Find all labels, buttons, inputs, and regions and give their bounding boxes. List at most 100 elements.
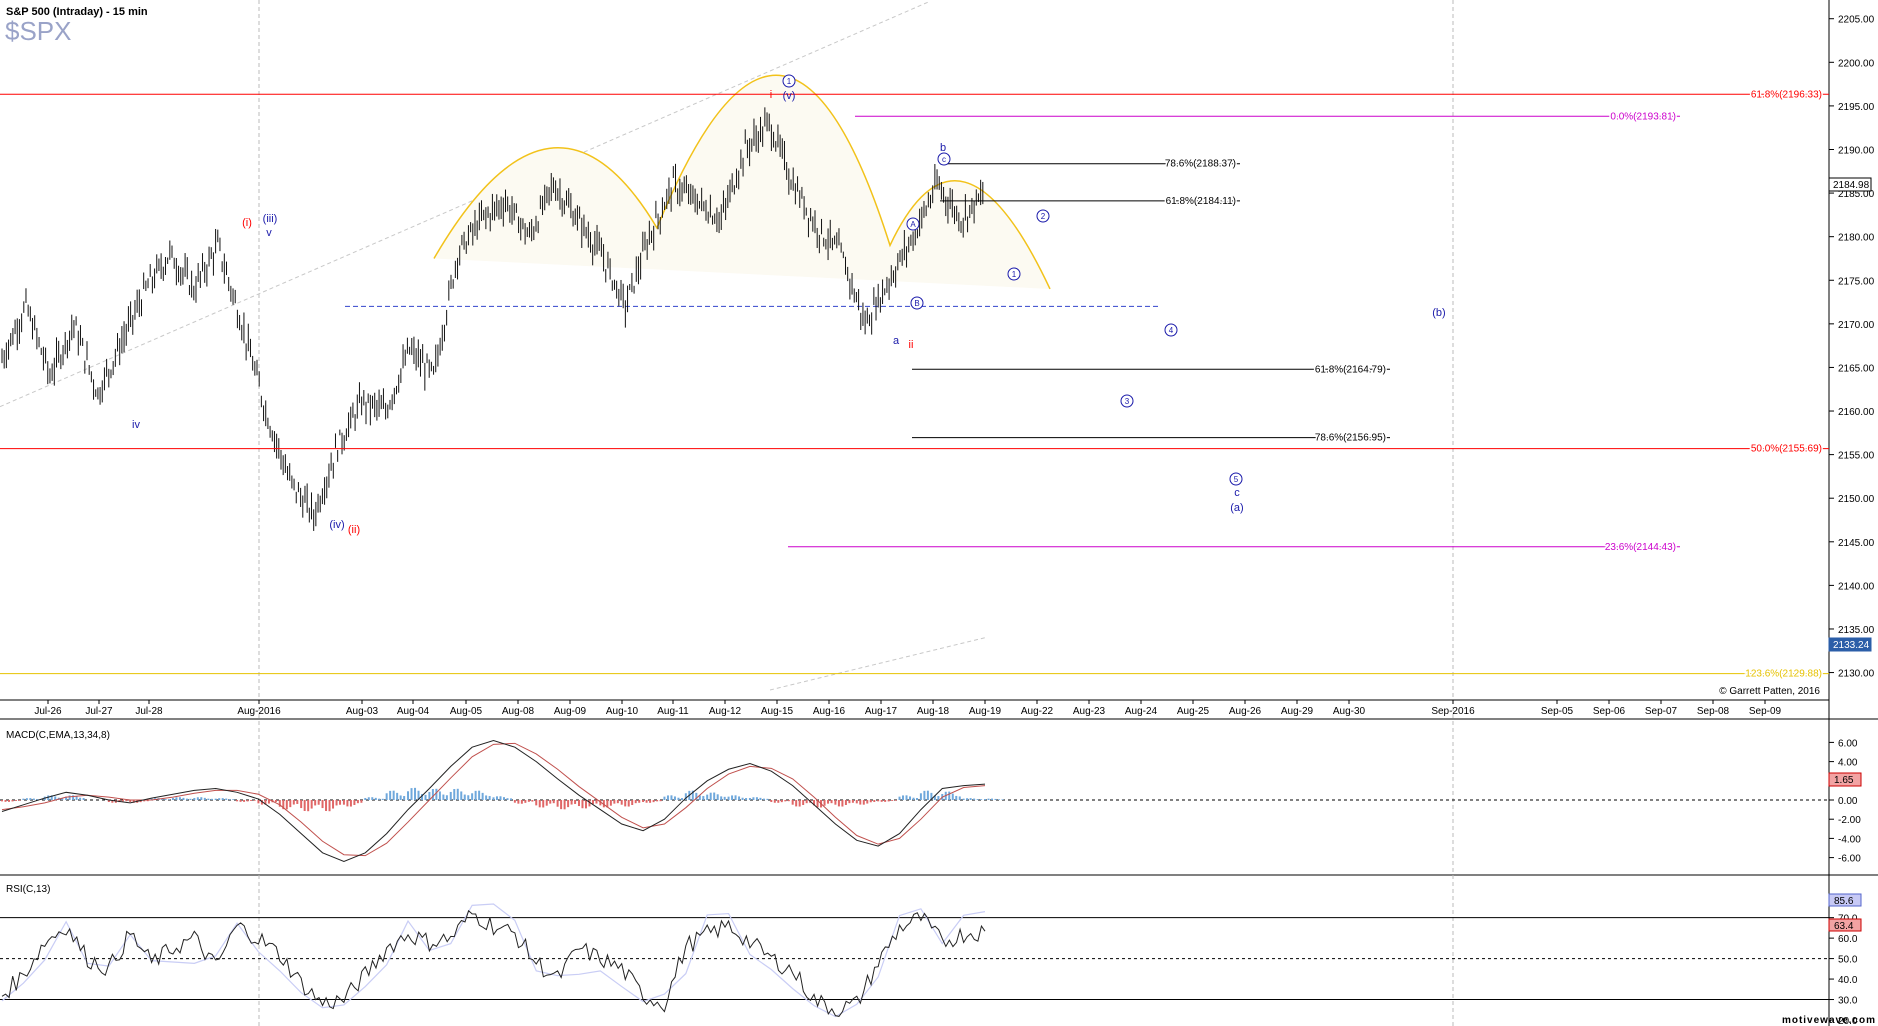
fib-level-label: 50.0%(2155.69) [1751, 444, 1822, 455]
rsi-tick-label: 50.0 [1838, 955, 1858, 966]
macd-line [1, 739, 986, 862]
rsi-last-value-marker: 63.4 [1828, 918, 1862, 932]
price-tick-label: 2145.00 [1838, 538, 1875, 549]
wave-label: 1 [1012, 270, 1017, 279]
macd-signal-line [1, 742, 986, 857]
lower-channel-trendline [769, 637, 986, 691]
price-tick-label: 2135.00 [1838, 625, 1875, 636]
date-tick-label: Aug-29 [1281, 706, 1314, 717]
date-tick-label: Sep-2016 [1431, 706, 1475, 717]
macd-tick-label: 0.00 [1838, 796, 1858, 807]
date-tick-label: Aug-24 [1125, 706, 1158, 717]
date-tick-label: Sep-08 [1697, 706, 1730, 717]
date-tick-label: Aug-09 [554, 706, 587, 717]
main-price-axis: 2205.00 2200.00 2195.00 2190.00 2185.00 2180.… [1829, 15, 1875, 680]
wave-label: c [1234, 487, 1240, 499]
wave-label: v [266, 227, 272, 239]
channel-trendlines [0, 0, 1160, 691]
price-tick-label: 2185.00 [1838, 189, 1875, 200]
wave-label: 1 [787, 77, 792, 86]
wave-label: (iv) [329, 519, 344, 531]
vertical-gridlines [258, 0, 1454, 1026]
rsi-title: RSI(C,13) [6, 884, 50, 895]
wave-label: B [914, 299, 919, 308]
rsi-tick-label: 30.0 [1838, 996, 1858, 1007]
upper-channel-trendline [0, 0, 931, 408]
wave-label: (b) [1432, 307, 1445, 319]
price-tick-label: 2175.00 [1838, 276, 1875, 287]
price-tick-label: 2150.00 [1838, 494, 1875, 505]
date-tick-label: Jul-28 [135, 706, 163, 717]
fib-level-label: 0.0%(2193.81) [1610, 111, 1676, 122]
date-tick-label: Aug-05 [450, 706, 483, 717]
date-tick-label: Aug-08 [502, 706, 535, 717]
date-tick-label: Aug-26 [1229, 706, 1262, 717]
wave-circle-marker [1120, 394, 1134, 408]
fib-level-label: 61.8%(2184.11) [1166, 196, 1236, 207]
wave-circle-marker [910, 296, 924, 310]
rsi-tick-label: 60.0 [1838, 934, 1858, 945]
price-tick-label: 2130.00 [1838, 669, 1875, 680]
last-price-marker: 2184.98 [1828, 177, 1872, 192]
macd-last-value-marker: 1.65 [1828, 772, 1862, 787]
price-bars [1, 107, 984, 531]
wave-label: A [910, 220, 916, 229]
macd-title: MACD(C,EMA,13,34,8) [6, 730, 110, 741]
date-tick-label: Sep-09 [1749, 706, 1782, 717]
fib-level-label: 61.8%(2196.33) [1751, 89, 1822, 100]
price-tick-label: 2180.00 [1838, 233, 1875, 244]
rsi-line [1, 909, 986, 1017]
wave-circle-marker [1164, 323, 1178, 337]
wave-label: c [942, 155, 946, 164]
shoulder-head-arc [433, 74, 1051, 290]
date-tick-label: Aug-12 [709, 706, 742, 717]
wave-circle-marker [906, 217, 920, 231]
rsi-envelope-line [1, 903, 986, 1018]
wave-label: (a) [1230, 502, 1243, 514]
rsi-tick-label: 40.0 [1838, 975, 1858, 986]
wave-label: iv [132, 419, 140, 431]
wave-circle-marker [1007, 267, 1021, 281]
copyright-text: © Garrett Patten, 2016 [1719, 686, 1820, 697]
price-tick-label: 2165.00 [1838, 363, 1875, 374]
date-tick-label: Aug-30 [1333, 706, 1366, 717]
wave-label: ii [909, 339, 914, 351]
watermark-text: motivewave.com [1782, 1015, 1876, 1026]
wave-label: i [770, 89, 772, 101]
fib-level-label: 23.6%(2144.43) [1605, 542, 1676, 553]
wave-circle-marker [782, 74, 796, 88]
price-tick-label: 2195.00 [1838, 102, 1875, 113]
chart-title: S&P 500 (Intraday) - 15 min [6, 6, 148, 18]
price-tick-label: 2160.00 [1838, 407, 1875, 418]
wave-circle-marker [937, 152, 951, 166]
wave-circle-marker [1229, 472, 1243, 486]
svg-text:1.65: 1.65 [1834, 775, 1854, 786]
svg-text:2184.98: 2184.98 [1833, 180, 1870, 191]
symbol-watermark: $SPX [5, 16, 72, 46]
date-tick-label: Aug-2016 [237, 706, 281, 717]
fib-level-label: 61.8%(2164.79) [1315, 364, 1386, 375]
secondary-price-marker: 2133.24 [1828, 637, 1872, 652]
svg-text:63.4: 63.4 [1834, 921, 1854, 932]
date-tick-label: Aug-23 [1073, 706, 1106, 717]
wave-label: 2 [1041, 212, 1046, 221]
date-tick-label: Sep-06 [1593, 706, 1626, 717]
wave-label: 4 [1169, 326, 1174, 335]
svg-text:2133.24: 2133.24 [1833, 640, 1870, 651]
price-tick-label: 2205.00 [1838, 15, 1875, 26]
date-tick-label: Aug-03 [346, 706, 379, 717]
fib-level-label: 78.6%(2156.95) [1315, 433, 1386, 444]
date-axis: Jul-26 Jul-27 Jul-28 Aug-2016 Aug-03 Aug-04 Au… [34, 700, 1782, 717]
date-tick-label: Jul-26 [34, 706, 62, 717]
macd-tick-label: -6.00 [1838, 854, 1861, 865]
date-tick-label: Aug-16 [813, 706, 846, 717]
wave-label: a [893, 335, 900, 347]
wave-label: (ii) [348, 524, 360, 536]
price-tick-label: 2200.00 [1838, 58, 1875, 69]
fibonacci-levels: 61.8%(2196.33) 0.0%(2193.81) 78.6%(2188.37… [0, 88, 1829, 681]
date-tick-label: Aug-22 [1021, 706, 1054, 717]
price-tick-label: 2190.00 [1838, 145, 1875, 156]
date-tick-label: Aug-18 [917, 706, 950, 717]
